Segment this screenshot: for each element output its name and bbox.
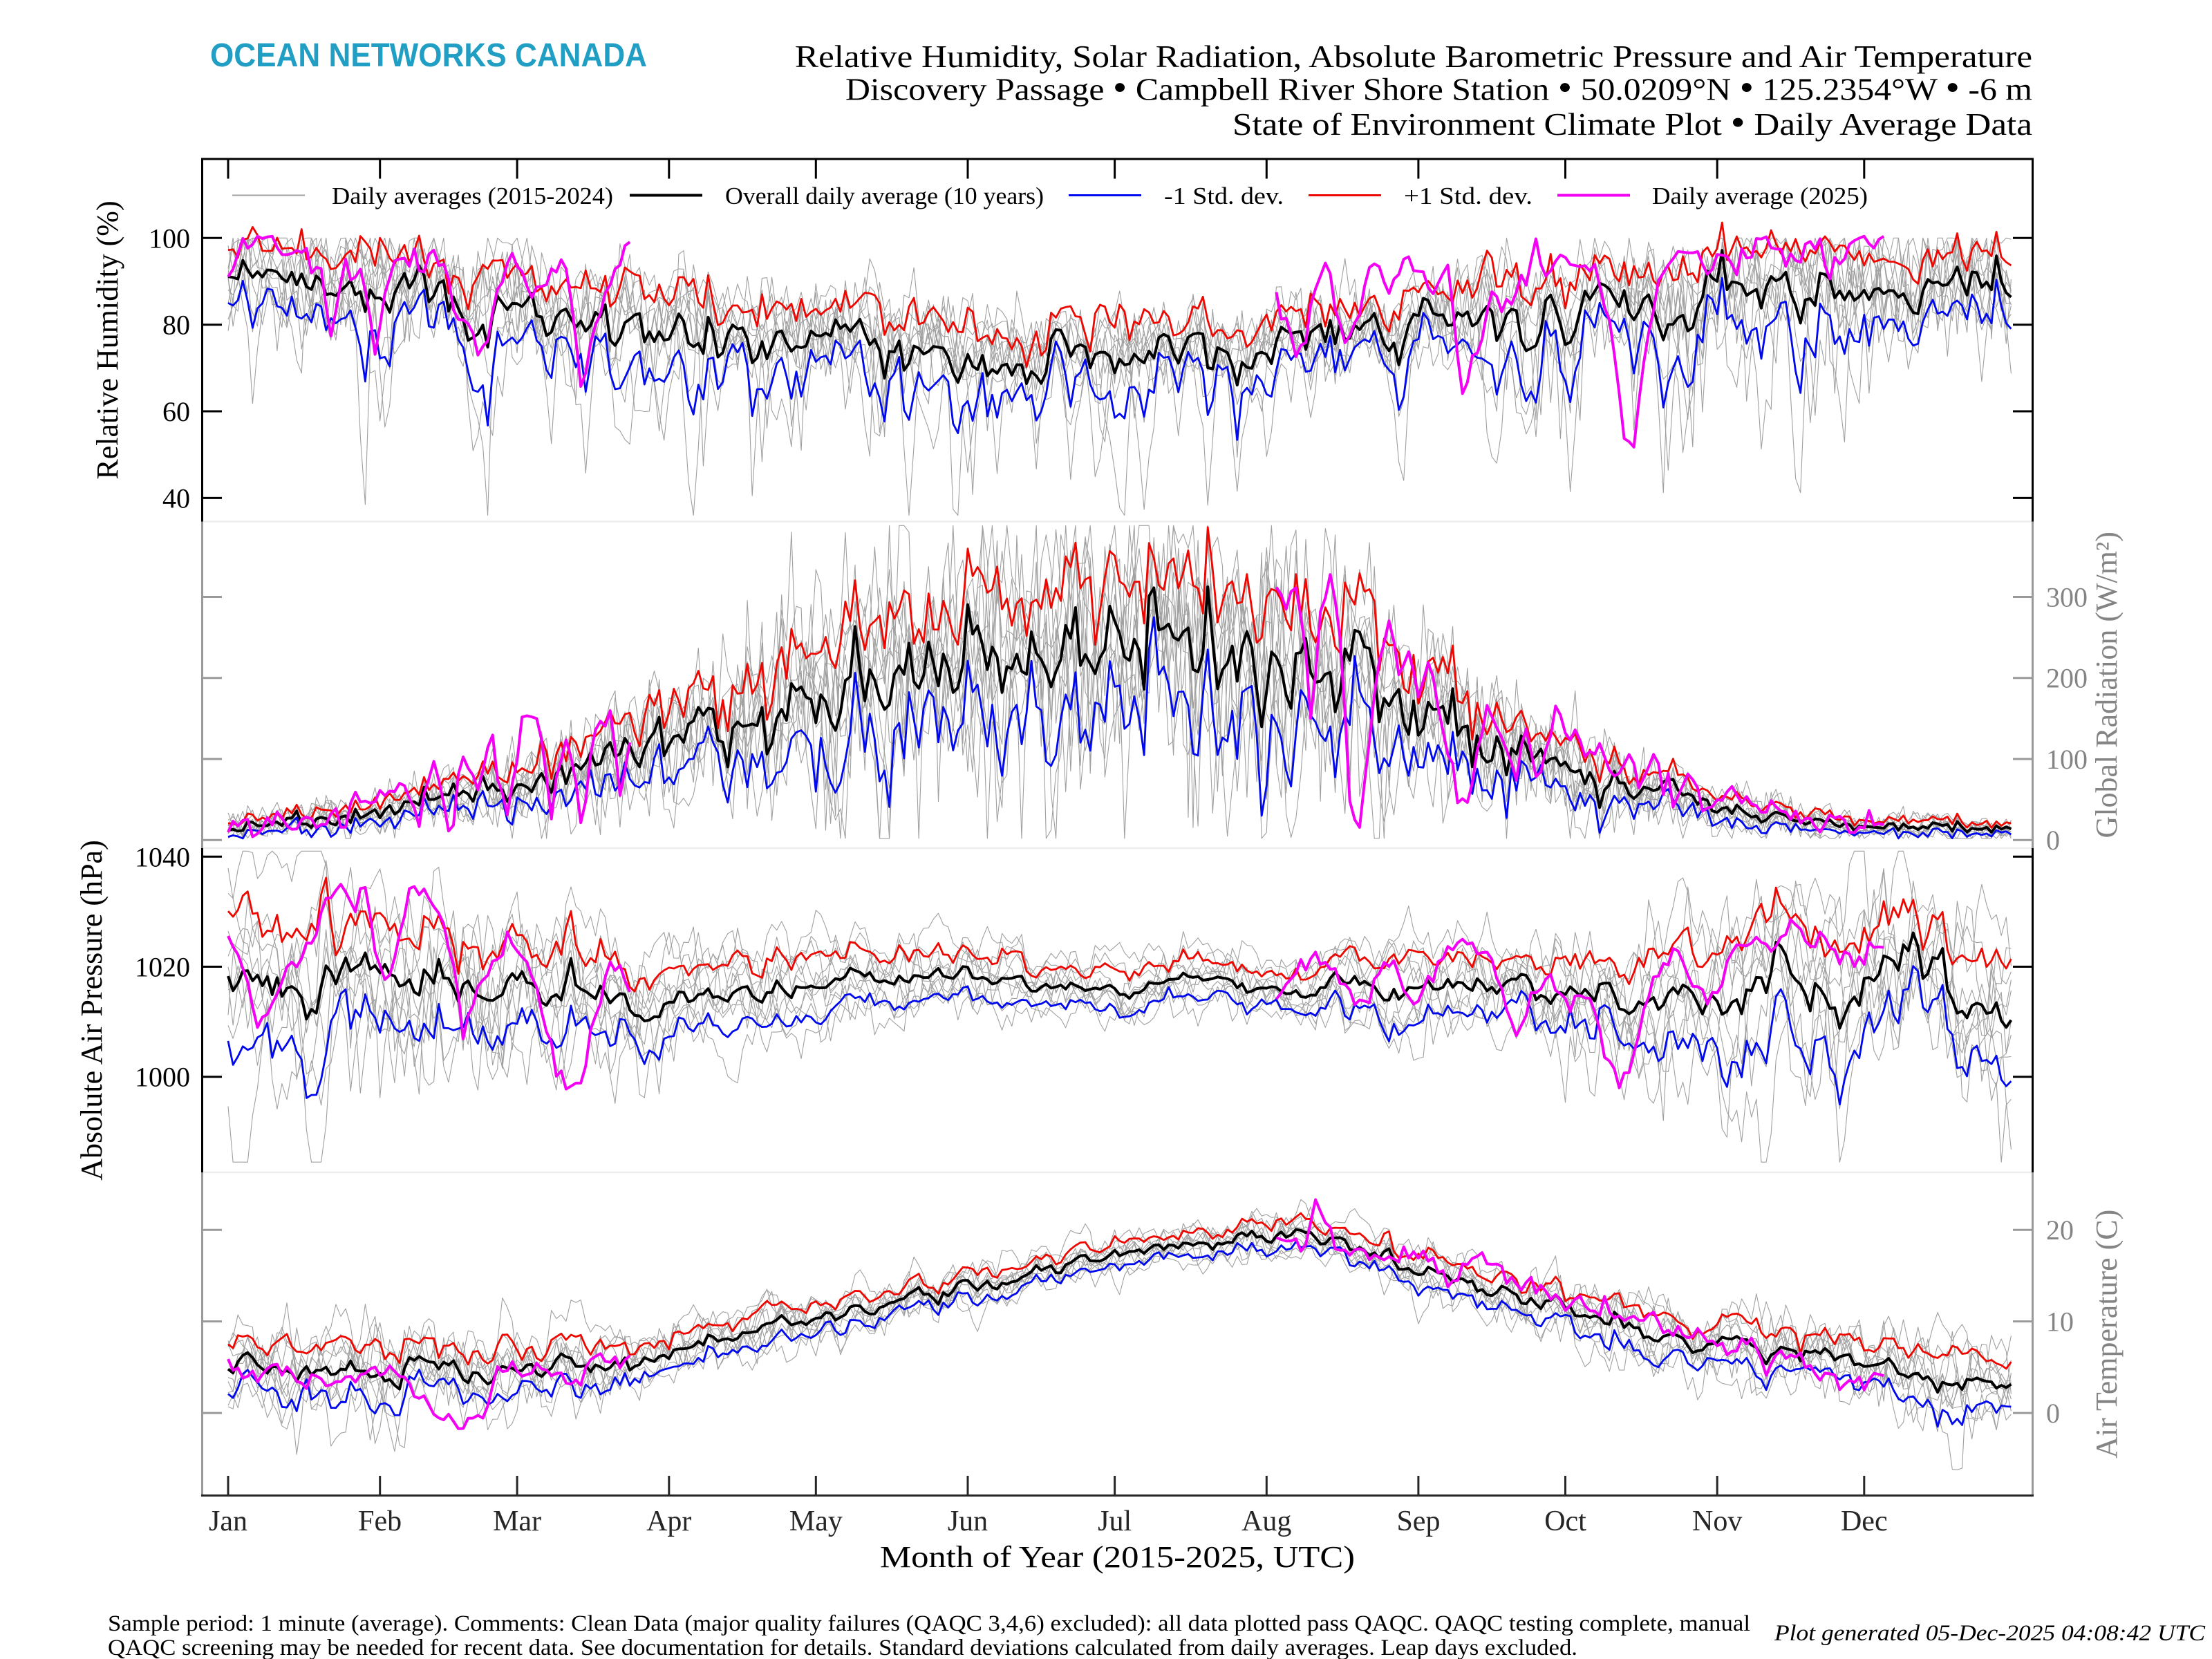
svg-text:Absolute Air Pressure (hPa): Absolute Air Pressure (hPa) xyxy=(75,840,109,1181)
svg-text:10: 10 xyxy=(2046,1306,2074,1338)
svg-text:Plot generated 05-Dec-2025 04:: Plot generated 05-Dec-2025 04:08:42 UTC xyxy=(1774,1621,2206,1646)
svg-text:Mar: Mar xyxy=(493,1506,541,1537)
svg-text:Relative Humidity (%): Relative Humidity (%) xyxy=(91,200,124,479)
svg-text:Month of Year (2015-2025, UTC): Month of Year (2015-2025, UTC) xyxy=(880,1540,1355,1574)
svg-text:OCEAN NETWORKS CANADA: OCEAN NETWORKS CANADA xyxy=(210,37,647,74)
svg-text:Global Radiation (W/m²): Global Radiation (W/m²) xyxy=(2090,532,2124,838)
svg-text:1000: 1000 xyxy=(135,1062,190,1093)
svg-text:Daily average (2025): Daily average (2025) xyxy=(1652,182,1868,209)
svg-text:100: 100 xyxy=(149,223,190,254)
svg-text:Sep: Sep xyxy=(1396,1506,1440,1537)
svg-text:40: 40 xyxy=(162,482,190,514)
svg-text:Jan: Jan xyxy=(209,1506,247,1537)
svg-text:QAQC screening may be needed f: QAQC screening may be needed for recent … xyxy=(108,1635,1577,1659)
svg-text:Oct: Oct xyxy=(1544,1506,1586,1537)
svg-text:1040: 1040 xyxy=(135,841,190,872)
svg-text:300: 300 xyxy=(2046,582,2088,613)
svg-text:Overall daily average (10 year: Overall daily average (10 years) xyxy=(725,182,1044,209)
svg-text:Air Temperature (C): Air Temperature (C) xyxy=(2090,1210,2124,1459)
svg-text:20: 20 xyxy=(2046,1215,2074,1246)
svg-text:Dec: Dec xyxy=(1841,1506,1888,1537)
svg-text:200: 200 xyxy=(2046,663,2088,694)
svg-text:Apr: Apr xyxy=(646,1506,691,1537)
svg-text:Jul: Jul xyxy=(1098,1506,1132,1537)
svg-text:-1 Std. dev.: -1 Std. dev. xyxy=(1164,182,1284,209)
svg-text:Sample period: 1 minute (avera: Sample period: 1 minute (average). Comme… xyxy=(108,1611,1750,1636)
svg-text:+1 Std. dev.: +1 Std. dev. xyxy=(1404,182,1533,209)
svg-text:Jun: Jun xyxy=(948,1506,988,1537)
svg-text:0: 0 xyxy=(2046,1398,2060,1429)
svg-text:0: 0 xyxy=(2046,825,2060,856)
svg-text:May: May xyxy=(789,1506,843,1537)
svg-text:Aug: Aug xyxy=(1241,1506,1291,1537)
svg-text:1020: 1020 xyxy=(135,952,190,983)
svg-text:Relative Humidity, Solar Radia: Relative Humidity, Solar Radiation, Abso… xyxy=(795,39,2032,74)
svg-text:Discovery Passage • Campbell R: Discovery Passage • Campbell River Shore… xyxy=(845,67,2032,109)
svg-text:80: 80 xyxy=(162,310,190,341)
svg-text:Nov: Nov xyxy=(1692,1506,1742,1537)
svg-text:Feb: Feb xyxy=(358,1506,402,1537)
svg-text:60: 60 xyxy=(162,396,190,427)
svg-text:State of Environment Climate P: State of Environment Climate Plot • Dail… xyxy=(1232,102,2032,143)
svg-text:Daily averages (2015-2024): Daily averages (2015-2024) xyxy=(332,182,613,209)
svg-text:100: 100 xyxy=(2046,744,2088,775)
